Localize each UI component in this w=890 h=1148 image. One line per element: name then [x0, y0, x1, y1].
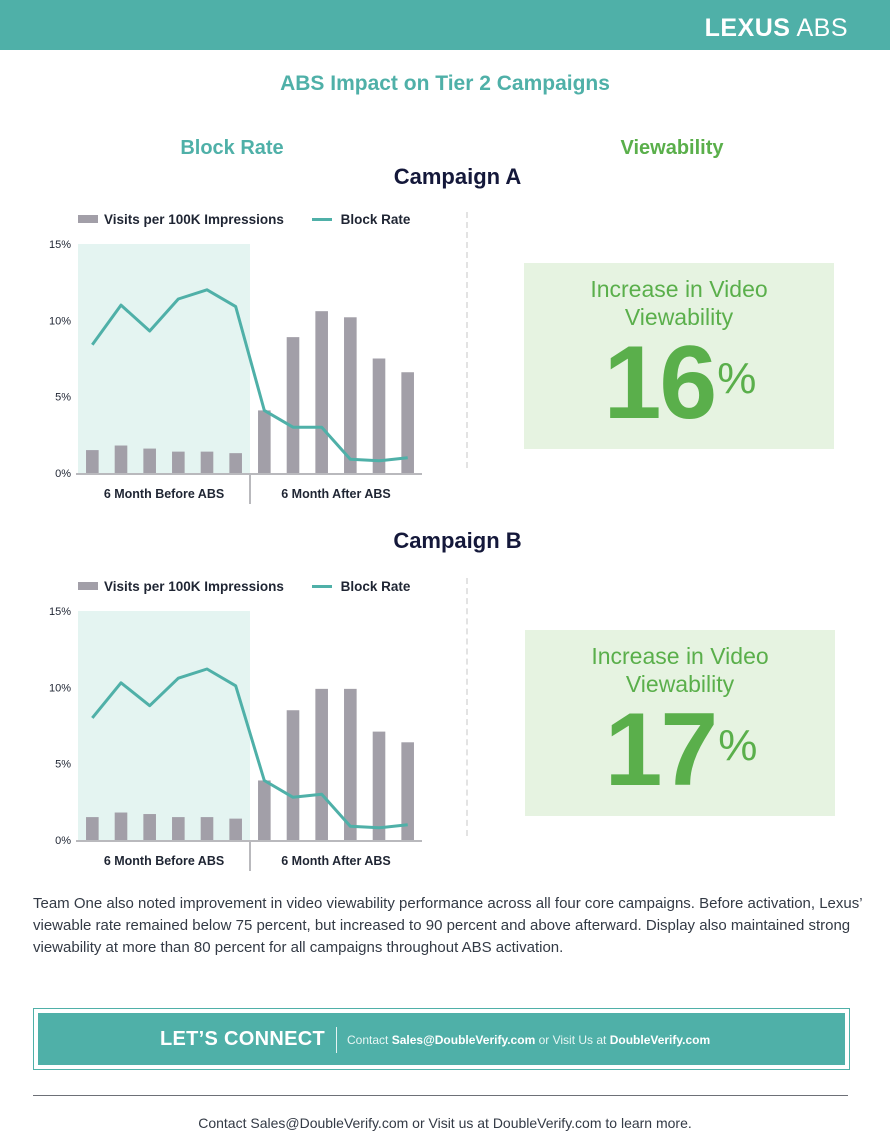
page-title: ABS Impact on Tier 2 Campaigns [280, 72, 610, 95]
bar-visits [229, 453, 242, 473]
x-group-label: 6 Month Before ABS [104, 854, 224, 868]
campaign-a-viewability-box: Increase in Video Viewability 16% [524, 263, 834, 449]
bar-visits [315, 688, 328, 840]
stat-percent-sign: % [717, 354, 756, 403]
bar-visits [200, 817, 214, 840]
column-divider [466, 212, 468, 468]
campaign-b-chart: 0% 5% 10% 15% 6 Month Before ABS 6 Month Afte… [49, 606, 422, 871]
block-rate-line [91, 667, 408, 830]
cta-contact-line: Contact Sales@DoubleVerify.com or Visit … [347, 1033, 710, 1047]
bar-visits [86, 817, 99, 840]
bar-visits [258, 780, 271, 840]
y-tick-label: 15% [49, 606, 71, 618]
top-banner: LEXUS ABS [0, 0, 890, 50]
legend-bar-swatch [78, 582, 98, 591]
column-heading-viewability: Viewability [620, 137, 724, 159]
bar-visits [143, 814, 156, 840]
column-heading-block-rate: Block Rate [180, 137, 284, 159]
campaign-b-title: Campaign B [393, 528, 522, 553]
cta-banner: LET’S CONNECT Contact Sales@DoubleVerify… [33, 1008, 850, 1070]
before-abs-region [78, 244, 250, 473]
column-divider [466, 578, 468, 836]
body-paragraph: Team One also noted improvement in video… [33, 895, 863, 956]
cta-separator [336, 1027, 337, 1053]
bar-visits [286, 710, 300, 840]
legend-line-label: Block Rate [340, 578, 411, 594]
before-abs-region [78, 611, 250, 840]
stat-number: 17 [604, 692, 719, 808]
campaign-a-title: Campaign A [393, 164, 522, 189]
legend-line-swatch [311, 217, 332, 221]
bar-visits [344, 317, 357, 473]
campaign-b-viewability-box: Increase in Video Viewability 17% [525, 630, 835, 816]
stat-label-line1: Increase in Video [590, 276, 768, 302]
stat-number: 16 [603, 325, 718, 441]
bar-visits [286, 337, 300, 473]
chart-legend-a: Visits per 100K Impressions Block Rate [78, 211, 410, 227]
x-group-label: 6 Month After ABS [281, 487, 391, 501]
y-tick-label: 5% [55, 392, 71, 404]
stat-label-line2: Viewability [625, 671, 735, 697]
brand-suffix: ABS [796, 14, 848, 42]
stat-label-line1: Increase in Video [591, 643, 769, 669]
bar-visits [86, 450, 99, 473]
brand-logo: LEXUS ABS [705, 13, 848, 43]
bar-visits [143, 448, 156, 473]
footer-text: Contact Sales@DoubleVerify.com or Visit … [198, 1115, 692, 1131]
legend-line-label: Block Rate [340, 211, 411, 227]
cta-contact-prefix: Contact [347, 1033, 392, 1047]
bar-visits [172, 817, 185, 840]
bar-visits [315, 311, 328, 473]
legend-bar-swatch [78, 215, 98, 224]
bar-visits [114, 812, 128, 840]
bar-visits [114, 445, 128, 473]
bar-visits [344, 688, 357, 840]
brand-name: LEXUS [704, 14, 791, 42]
x-group-label: 6 Month After ABS [281, 854, 391, 868]
cta-panel: LET’S CONNECT Contact Sales@DoubleVerify… [38, 1013, 845, 1065]
stat-label: Increase in Video Viewability [525, 642, 835, 698]
bar-visits [401, 742, 414, 840]
y-tick-label: 10% [49, 682, 71, 694]
y-tick-label: 0% [55, 468, 71, 480]
bar-visits [401, 372, 414, 473]
cta-email-link[interactable]: Sales@DoubleVerify.com [391, 1033, 536, 1047]
legend-bars-label: Visits per 100K Impressions [104, 578, 284, 594]
chart-legend-b: Visits per 100K Impressions Block Rate [78, 578, 410, 594]
bar-visits [229, 818, 242, 840]
bar-visits [258, 410, 271, 473]
campaign-a-chart: 0% 5% 10% 15% 6 Month Before ABS 6 Month Afte… [49, 239, 422, 504]
stat-value: 16% [524, 331, 834, 435]
bar-visits [372, 731, 386, 840]
bar-visits [200, 451, 214, 473]
stat-label-line2: Viewability [624, 304, 734, 330]
y-tick-label: 15% [49, 239, 71, 251]
legend-bars-label: Visits per 100K Impressions [104, 211, 284, 227]
cta-heading: LET’S CONNECT [160, 1028, 326, 1050]
stat-percent-sign: % [718, 721, 757, 770]
y-tick-label: 0% [55, 835, 71, 847]
stat-value: 17% [525, 698, 835, 802]
bar-visits [372, 358, 386, 473]
y-tick-label: 10% [49, 315, 71, 327]
cta-middle-text: or Visit Us at [535, 1033, 610, 1047]
y-tick-label: 5% [55, 759, 71, 771]
x-group-label: 6 Month Before ABS [104, 487, 224, 501]
bar-visits [172, 451, 185, 473]
cta-site-link[interactable]: DoubleVerify.com [609, 1033, 711, 1047]
footer-divider [33, 1095, 848, 1096]
legend-line-swatch [311, 584, 332, 588]
block-rate-line [91, 288, 408, 463]
stat-label: Increase in Video Viewability [524, 275, 834, 331]
